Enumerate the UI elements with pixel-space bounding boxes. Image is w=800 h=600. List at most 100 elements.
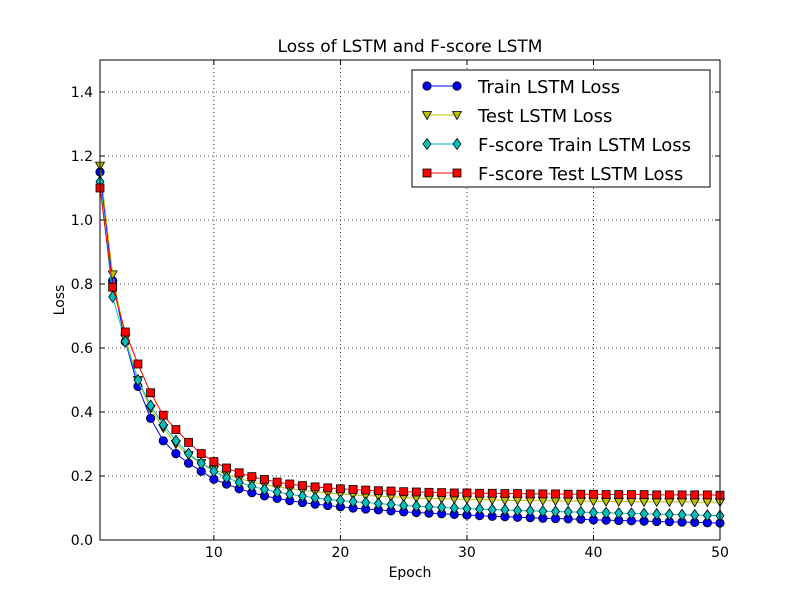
legend-marker-start [422,81,432,91]
data-point-f-score-train-lstm-loss [525,504,535,518]
legend-marker-start [422,168,432,178]
data-point-f-score-train-lstm-loss [310,491,320,504]
data-point-f-score-test-lstm-loss [424,487,434,497]
y-tick-label: 1.4 [71,85,93,101]
legend-entry-f-score-test-lstm-loss: F-score Test LSTM Loss [422,164,683,185]
data-point-f-score-test-lstm-loss [411,487,421,497]
data-point-f-score-train-lstm-loss [702,509,712,522]
y-tick-label: 0.6 [71,341,93,357]
data-point-f-score-train-lstm-loss [664,508,674,521]
legend-label: Train LSTM Loss [477,77,620,98]
x-tick-label: 30 [458,545,476,561]
data-point-f-score-train-lstm-loss [614,506,624,520]
data-point-f-score-train-lstm-loss [158,418,168,431]
data-point-f-score-test-lstm-loss [146,388,156,398]
series-f-score-test-lstm-loss [95,183,725,500]
data-point-f-score-train-lstm-loss [184,447,194,460]
chart-title: Loss of LSTM and F-score LSTM [278,37,543,57]
data-point-f-score-train-lstm-loss [196,457,206,470]
data-point-f-score-train-lstm-loss [247,480,257,493]
data-point-f-score-train-lstm-loss [437,501,447,514]
data-point-f-score-train-lstm-loss [373,497,383,510]
data-point-f-score-test-lstm-loss [361,485,371,495]
legend-entry-f-score-train-lstm-loss: F-score Train LSTM Loss [422,135,691,156]
data-point-f-score-train-lstm-loss [361,496,371,509]
data-point-f-score-test-lstm-loss [133,359,143,369]
data-point-f-score-train-lstm-loss [146,399,156,412]
legend-label: Test LSTM Loss [477,106,612,127]
legend-label: F-score Train LSTM Loss [478,135,691,156]
series-layer [94,161,726,528]
data-point-f-score-train-lstm-loss [348,495,358,508]
data-point-train-lstm-loss [146,413,156,423]
data-point-f-score-test-lstm-loss [184,437,193,447]
data-point-f-score-train-lstm-loss [538,505,548,518]
data-point-f-score-test-lstm-loss [108,282,118,292]
data-point-f-score-test-lstm-loss [652,490,662,500]
data-point-f-score-test-lstm-loss [449,488,459,498]
data-point-f-score-train-lstm-loss [677,508,687,521]
legend-items: Train LSTM Loss Test LSTM Loss F-score Tra… [421,77,691,185]
legend-marker-end [451,111,463,121]
data-point-f-score-train-lstm-loss [576,505,586,519]
data-point-train-lstm-loss [158,436,168,446]
data-point-f-score-test-lstm-loss [348,485,358,494]
data-point-f-score-train-lstm-loss [234,476,244,489]
data-point-f-score-test-lstm-loss [272,477,282,487]
data-point-f-score-train-lstm-loss [285,488,295,501]
data-point-f-score-train-lstm-loss [462,502,472,515]
data-point-f-score-train-lstm-loss [259,483,269,496]
data-point-f-score-train-lstm-loss [449,501,459,515]
data-point-f-score-test-lstm-loss [247,472,257,482]
data-point-f-score-test-lstm-loss [538,489,548,499]
data-point-f-score-test-lstm-loss [551,489,560,499]
data-point-f-score-train-lstm-loss [209,465,219,478]
data-point-f-score-test-lstm-loss [627,490,636,499]
plot-frame [99,59,721,541]
y-tick-label: 0.8 [71,277,93,293]
data-point-f-score-test-lstm-loss [525,489,535,499]
legend-marker-end [452,81,462,91]
data-point-f-score-train-lstm-loss [133,373,143,387]
data-point-f-score-test-lstm-loss [664,490,674,500]
data-point-f-score-test-lstm-loss [209,457,219,467]
y-axis-label: Loss [52,285,68,316]
x-tick-label: 50 [711,545,729,561]
data-point-f-score-test-lstm-loss [677,490,687,500]
legend: Train LSTM Loss Test LSTM Loss F-score Tra… [411,69,711,188]
data-point-f-score-train-lstm-loss [513,504,523,517]
data-point-f-score-train-lstm-loss [272,485,282,499]
data-point-f-score-test-lstm-loss [437,488,447,498]
data-point-f-score-test-lstm-loss [601,490,611,499]
data-point-f-score-test-lstm-loss [298,481,307,491]
data-point-f-score-train-lstm-loss [386,498,396,511]
legend-marker-start [421,111,433,121]
data-point-f-score-train-lstm-loss [588,506,598,519]
data-point-f-score-test-lstm-loss [614,490,624,499]
legend-entry-test-lstm-loss: Test LSTM Loss [421,106,612,127]
data-point-f-score-test-lstm-loss [487,488,497,498]
data-point-f-score-train-lstm-loss [297,489,307,503]
data-point-f-score-test-lstm-loss [310,482,320,492]
data-point-f-score-test-lstm-loss [563,489,573,499]
y-tick-label: 0.2 [71,469,93,485]
data-point-f-score-test-lstm-loss [171,425,181,435]
x-tick-label: 20 [331,545,349,561]
data-point-f-score-test-lstm-loss [690,490,700,500]
x-axis-label: Epoch [389,565,432,581]
data-point-f-score-train-lstm-loss [475,502,485,516]
y-tick-label: 1.0 [71,213,93,229]
y-tick-label: 0.0 [71,533,93,549]
data-point-f-score-test-lstm-loss [702,490,712,500]
data-point-train-lstm-loss [171,448,181,459]
data-point-f-score-train-lstm-loss [601,506,611,519]
data-point-f-score-test-lstm-loss [589,489,598,499]
x-tick-label: 40 [585,545,603,561]
data-point-f-score-test-lstm-loss [196,449,206,459]
data-point-f-score-train-lstm-loss [335,494,345,507]
data-point-f-score-test-lstm-loss [323,483,333,493]
legend-marker-end [452,137,462,151]
data-point-f-score-train-lstm-loss [411,499,421,513]
data-point-f-score-test-lstm-loss [120,327,130,337]
